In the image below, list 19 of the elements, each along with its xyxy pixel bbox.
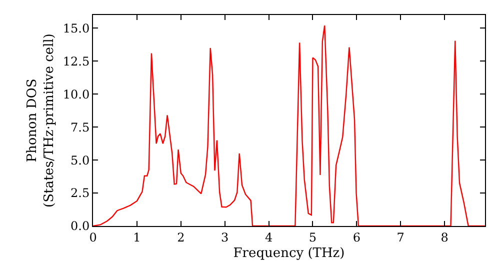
y-tick-label: 0.0 <box>70 219 90 234</box>
y-tick-label: 15.0 <box>62 21 90 36</box>
x-tick-label: 0 <box>89 230 97 244</box>
x-axis-title: Frequency (THz) <box>233 246 345 261</box>
y-tick-label: 10.0 <box>62 87 90 102</box>
x-tick-label: 4 <box>264 230 273 244</box>
x-tick-label: 3 <box>221 230 229 244</box>
x-tick-label: 1 <box>133 230 141 244</box>
x-tick-label: 8 <box>440 230 448 244</box>
y-tick-label: 12.5 <box>62 54 90 68</box>
y-axis-title: Phonon DOS (States/THz·primitive cell) <box>24 33 57 208</box>
line-series <box>93 24 485 226</box>
y-tick-label: 2.5 <box>70 186 90 200</box>
y-tick-label: 7.5 <box>70 120 90 134</box>
x-tick-label: 2 <box>177 230 185 244</box>
x-tick-label: 7 <box>396 230 404 244</box>
x-tick-label: 5 <box>308 230 317 244</box>
x-tick-label: 6 <box>352 230 360 244</box>
y-tick-label: 5.0 <box>70 153 90 168</box>
